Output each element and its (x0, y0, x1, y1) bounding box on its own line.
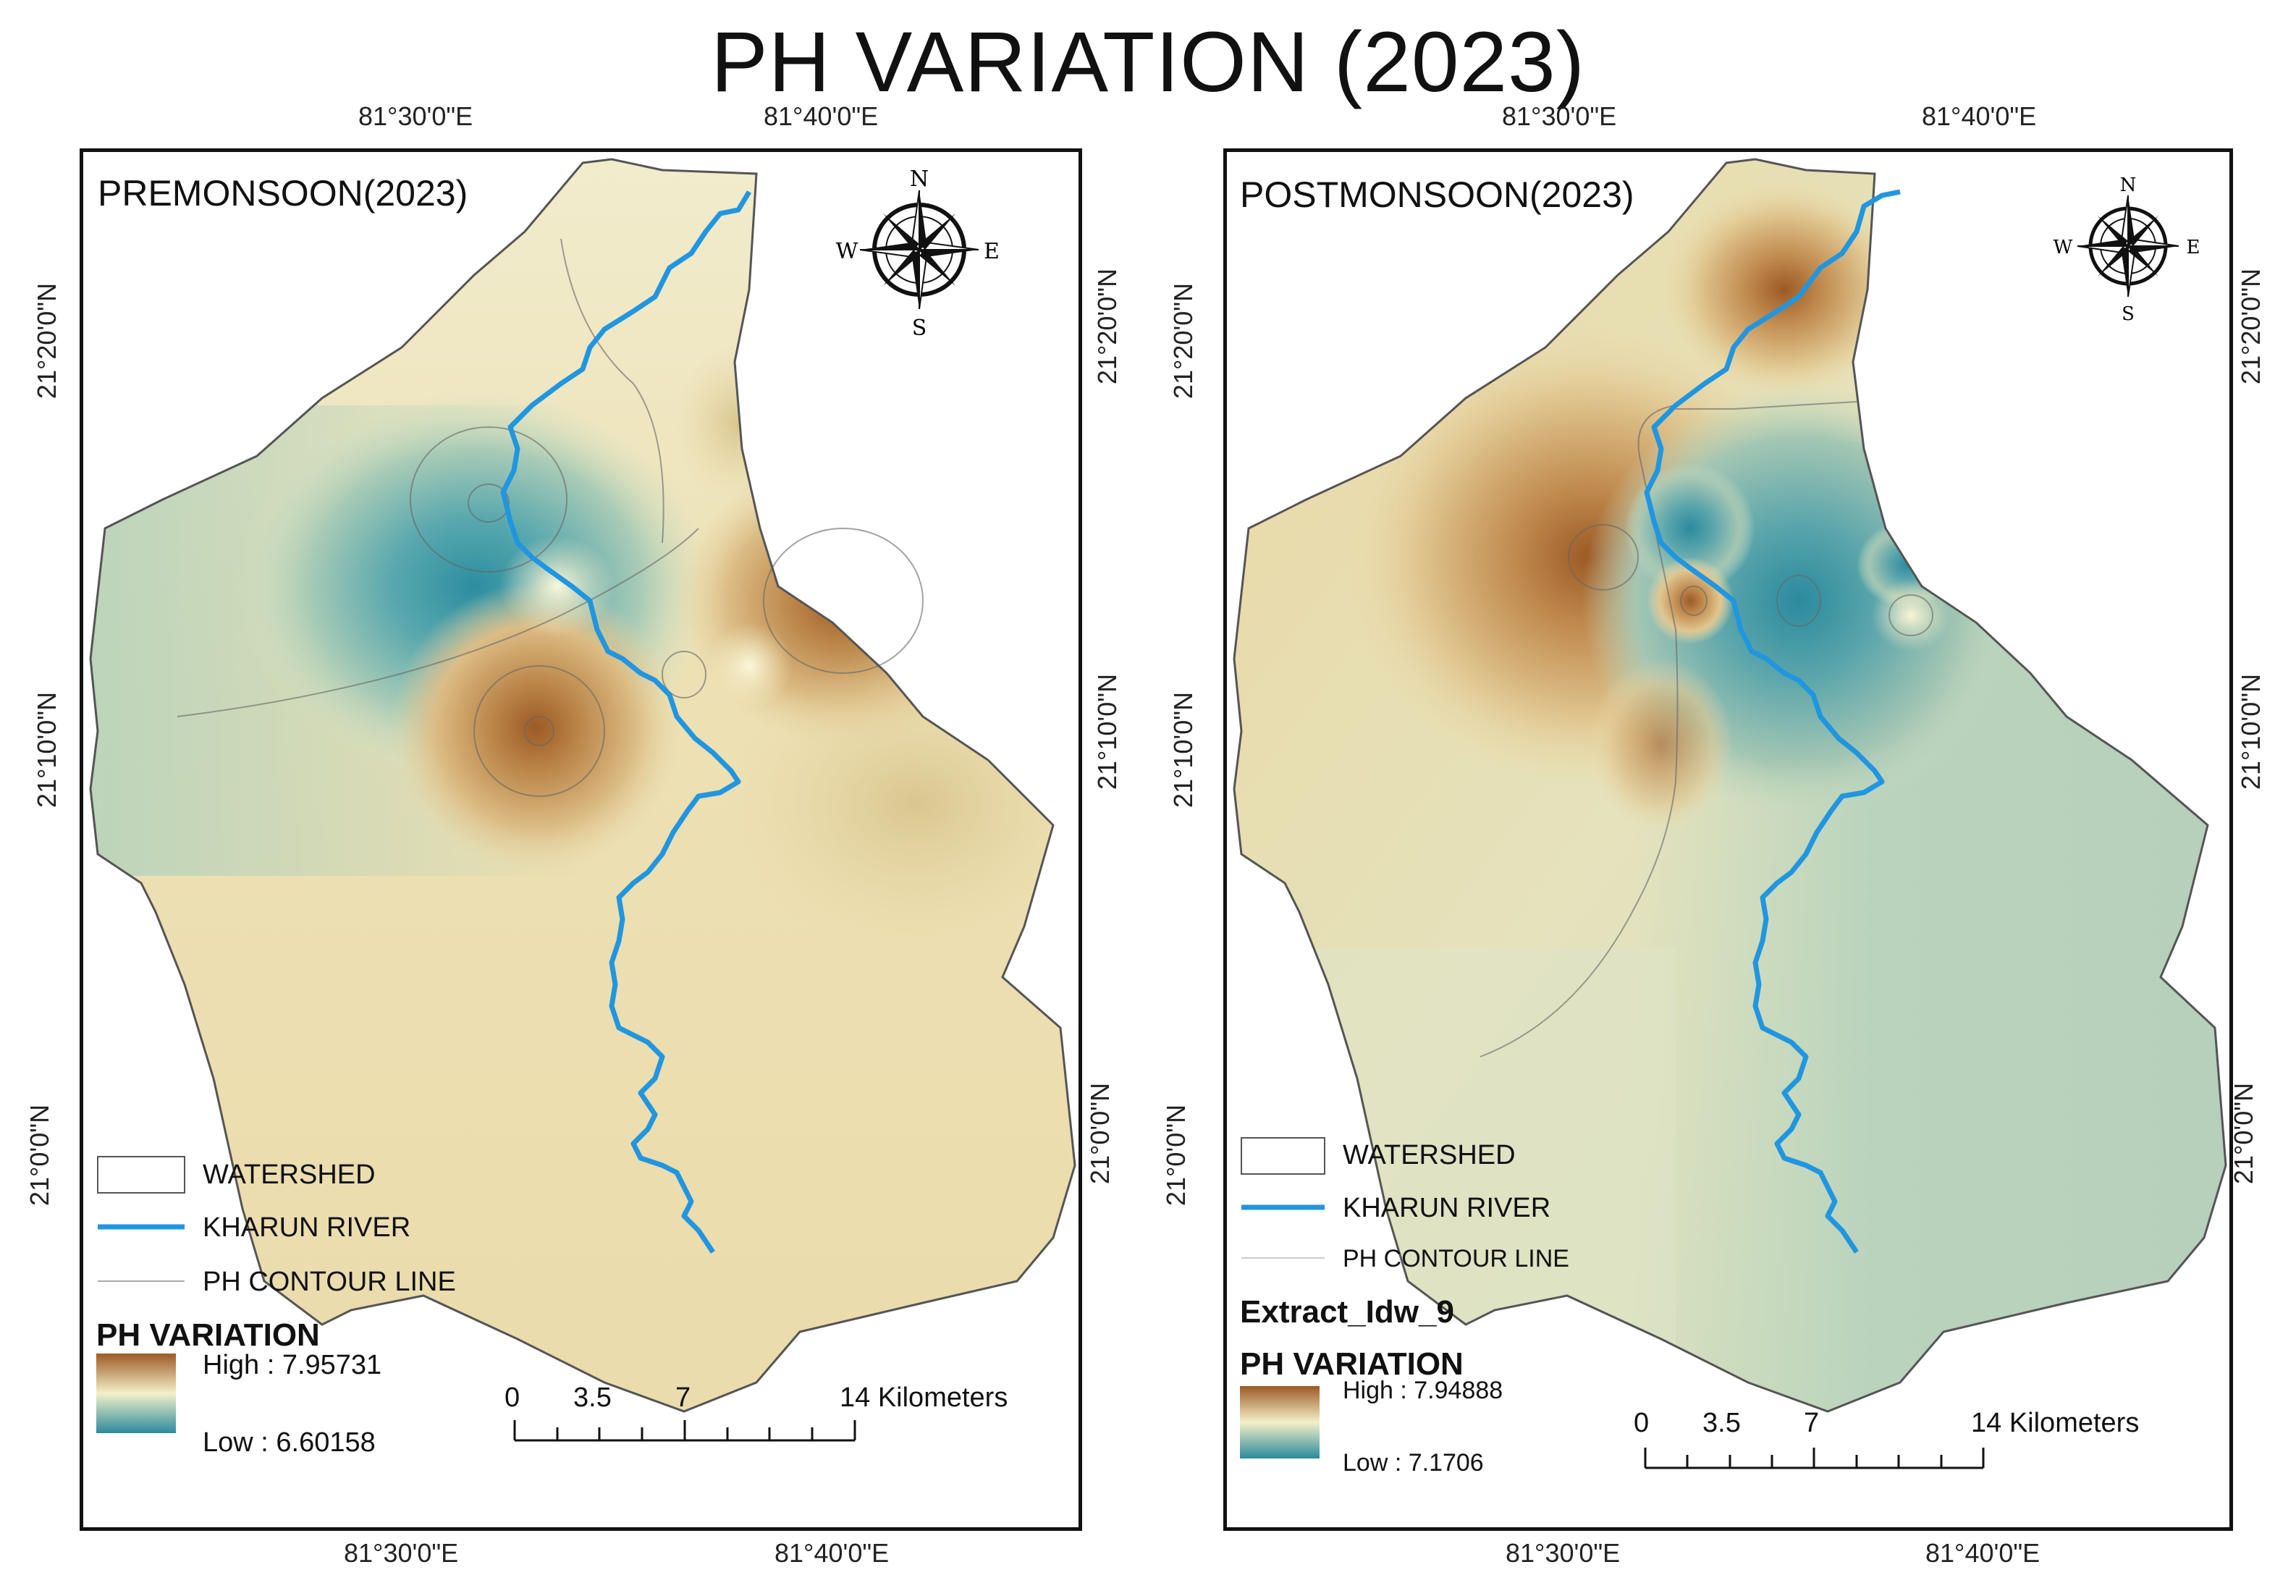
lon-label-top: 81°40'0"E (1922, 101, 2037, 131)
scale-label: 14 Kilometers (1971, 1408, 2140, 1438)
kharun-river (500, 190, 752, 1254)
lat-label-left: 21°20'0"N (1168, 282, 1199, 400)
compass-s: S (912, 316, 927, 341)
legend-river-label: KHARUN RIVER (203, 1212, 411, 1243)
scale-label: 0 (1634, 1408, 1650, 1438)
watershed-boundary (1233, 158, 2227, 1413)
scale-bar (1644, 1448, 1985, 1469)
lon-label-bottom: 81°40'0"E (775, 1538, 890, 1568)
legend-contour-label: PH CONTOUR LINE (203, 1267, 456, 1297)
figure-title: PH VARIATION (2023) (710, 14, 1586, 110)
legend-watershed-swatch (97, 1156, 185, 1194)
postmonsoon-map: N S E W (1233, 158, 2227, 1469)
scale-label: 7 (1804, 1408, 1820, 1438)
lon-label-bottom: 81°30'0"E (344, 1538, 459, 1568)
lat-label-left: 21°10'0"N (32, 691, 62, 808)
lat-label-right: 21°10'0"N (2236, 673, 2266, 790)
legend-high: High : 7.94888 (1343, 1377, 1503, 1404)
legend-var-title: PH VARIATION (96, 1317, 320, 1353)
lon-label-top: 81°30'0"E (1502, 101, 1617, 131)
lat-label-right: 21°0'0"N (2229, 1082, 2259, 1185)
lon-label-bottom: 81°40'0"E (1925, 1538, 2040, 1568)
lat-label-right-of-left: 21°20'0"N (1092, 268, 1123, 385)
legend-watershed-label: WATERSHED (203, 1160, 376, 1190)
lat-label-left: 21°0'0"N (1161, 1104, 1191, 1207)
scale-label: 3.5 (573, 1382, 612, 1413)
compass-w: W (836, 239, 858, 264)
lat-label-right-of-left: 21°0'0"N (1085, 1082, 1115, 1185)
scale-label: 14 Kilometers (840, 1382, 1008, 1413)
compass-s: S (2122, 303, 2135, 325)
lat-label-right-of-left: 21°10'0"N (1092, 673, 1123, 790)
legend-low: Low : 6.60158 (203, 1427, 376, 1458)
legend-gradient-swatch (96, 1354, 176, 1433)
legend-watershed-label: WATERSHED (1343, 1140, 1516, 1170)
compass-n: N (2120, 174, 2137, 196)
legend-watershed-swatch (1241, 1137, 1325, 1175)
scale-label: 3.5 (1702, 1408, 1741, 1438)
compass-n: N (910, 166, 929, 192)
compass-e: E (984, 239, 1000, 264)
lon-label-bottom: 81°30'0"E (1506, 1538, 1621, 1568)
postmonsoon-map-frame: N S E W POSTMONSOON(2 (1223, 148, 2233, 1531)
lat-label-left: 21°0'0"N (25, 1104, 55, 1207)
legend-extract-name: Extract_Idw_9 (1240, 1294, 1454, 1330)
compass-e: E (2187, 237, 2200, 258)
compass-rose-icon: N S E W (836, 166, 1000, 341)
legend-high: High : 7.95731 (203, 1350, 382, 1380)
kharun-river (1644, 189, 1901, 1254)
scale-label: 7 (675, 1382, 691, 1413)
lon-label-top: 81°30'0"E (358, 101, 473, 131)
lat-label-left: 21°20'0"N (32, 282, 62, 400)
season-title: PREMONSOON(2023) (98, 173, 468, 214)
lat-label-left: 21°10'0"N (1168, 691, 1199, 808)
scale-bar (513, 1420, 856, 1442)
compass-rose-icon: N S E W (2054, 174, 2200, 325)
scale-label: 0 (505, 1382, 520, 1413)
lon-label-top: 81°40'0"E (764, 101, 879, 131)
legend-contour-label: PH CONTOUR LINE (1343, 1245, 1569, 1272)
legend-gradient-swatch (1240, 1386, 1320, 1458)
premonsoon-map-frame: N S E W PRE (80, 148, 1082, 1531)
season-title: POSTMONSOON(2023) (1240, 174, 1634, 215)
legend-low: Low : 7.1706 (1343, 1449, 1484, 1477)
premonsoon-map: N S E W (89, 158, 1076, 1442)
lat-label-right: 21°20'0"N (2236, 268, 2266, 385)
legend-var-title: PH VARIATION (1240, 1346, 1464, 1382)
watershed-boundary (89, 158, 1076, 1413)
compass-w: W (2054, 237, 2073, 258)
legend-river-label: KHARUN RIVER (1343, 1193, 1551, 1223)
